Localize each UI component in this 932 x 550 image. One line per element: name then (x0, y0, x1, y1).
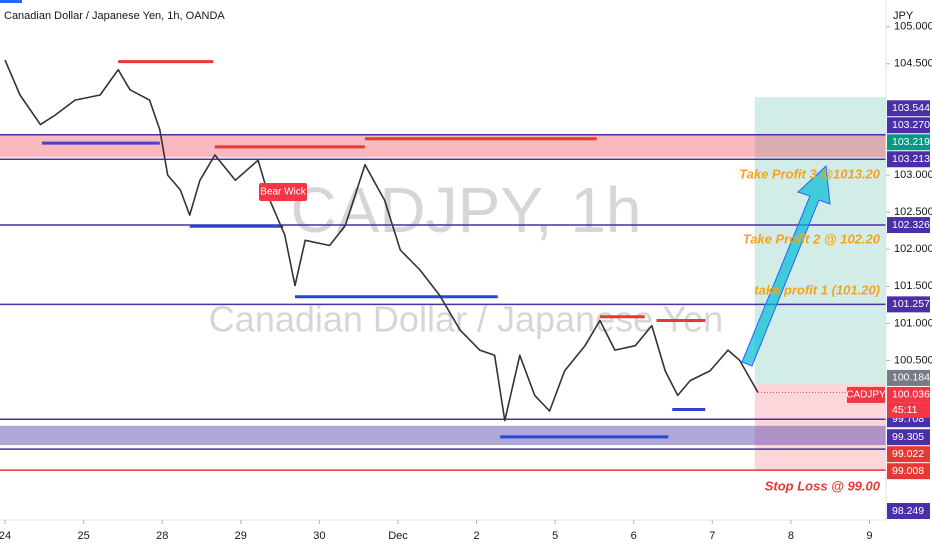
price-label-box (887, 151, 930, 168)
annotation: take profit 1 (101.20) (754, 282, 880, 297)
target-arrow (741, 164, 831, 367)
x-tick-label: 5 (552, 530, 558, 542)
y-tick-label: 100.500 (894, 354, 932, 366)
symbol-label: CADJPY (846, 390, 886, 401)
price-label: 103.219 (892, 136, 930, 148)
x-tick-label: 8 (788, 530, 794, 542)
price-label: 103.270 (892, 119, 930, 131)
x-tick-label: 9 (866, 530, 872, 542)
zone (0, 425, 886, 446)
price-label-box (887, 369, 930, 386)
price-label: 103.213 (892, 153, 930, 165)
x-tick-label: 29 (235, 530, 247, 542)
y-tick-label: 102.000 (894, 243, 932, 255)
countdown: 45:11 (892, 404, 918, 416)
x-tick-label: 2 (473, 530, 479, 542)
annotation: Take Profit 3 @1013.20 (739, 166, 881, 181)
price-label: 103.544 (892, 102, 930, 114)
price-label: 100.184 (892, 372, 930, 384)
y-tick-label: 104.500 (894, 58, 932, 70)
x-tick-label: 6 (631, 530, 637, 542)
countdown-box (887, 402, 930, 418)
price-label-box (887, 463, 930, 480)
unit: JPY (893, 10, 914, 22)
x-tick-label: 28 (156, 530, 168, 542)
x-tick-label: 25 (77, 530, 89, 542)
candle-label-box (259, 183, 307, 201)
price-label-box (887, 446, 930, 463)
price-label: 99.022 (892, 448, 924, 460)
chart-title: Canadian Dollar / Japanese Yen, 1h, OAND… (4, 10, 225, 22)
price-line (4, 59, 759, 422)
x-tick-label: 24 (0, 530, 11, 542)
y-tick-label: 101.000 (894, 317, 932, 329)
x-tick-label: 7 (709, 530, 715, 542)
price-label-box (887, 117, 930, 134)
y-tick-label: 103.000 (894, 169, 932, 181)
y-tick-label: 101.500 (894, 280, 932, 292)
price-label-box (887, 386, 930, 403)
price-label-box (887, 217, 930, 234)
annotation: Stop Loss @ 99.00 (765, 478, 881, 493)
price-label-box (887, 503, 930, 519)
symbol-label-box (847, 386, 885, 403)
price-label: 98.249 (892, 505, 924, 517)
take-profit-zone (754, 97, 886, 384)
zone (0, 134, 886, 158)
y-tick-label: 102.500 (894, 206, 932, 218)
price-label-box (887, 429, 930, 446)
top-accent (0, 0, 22, 3)
price-label: 100.036 (892, 389, 930, 401)
price-label: 101.257 (892, 298, 930, 310)
watermark: CADJPY, 1h (291, 174, 642, 246)
price-label: 99.008 (892, 465, 924, 477)
watermark-subtitle: Canadian Dollar / Japanese Yen (209, 299, 723, 340)
price-label: 99.305 (892, 431, 924, 443)
price-label-box (887, 100, 930, 117)
price-label-box (887, 296, 930, 313)
x-tick-label: 30 (313, 530, 325, 542)
y-tick-label: 105.000 (894, 21, 932, 33)
price-label-box (887, 134, 930, 151)
annotation: Take Profit 2 @ 102.20 (743, 231, 881, 246)
candle-label: Bear Wick (260, 187, 307, 198)
price-label: 102.326 (892, 219, 930, 231)
x-tick-label: Dec (388, 530, 408, 542)
